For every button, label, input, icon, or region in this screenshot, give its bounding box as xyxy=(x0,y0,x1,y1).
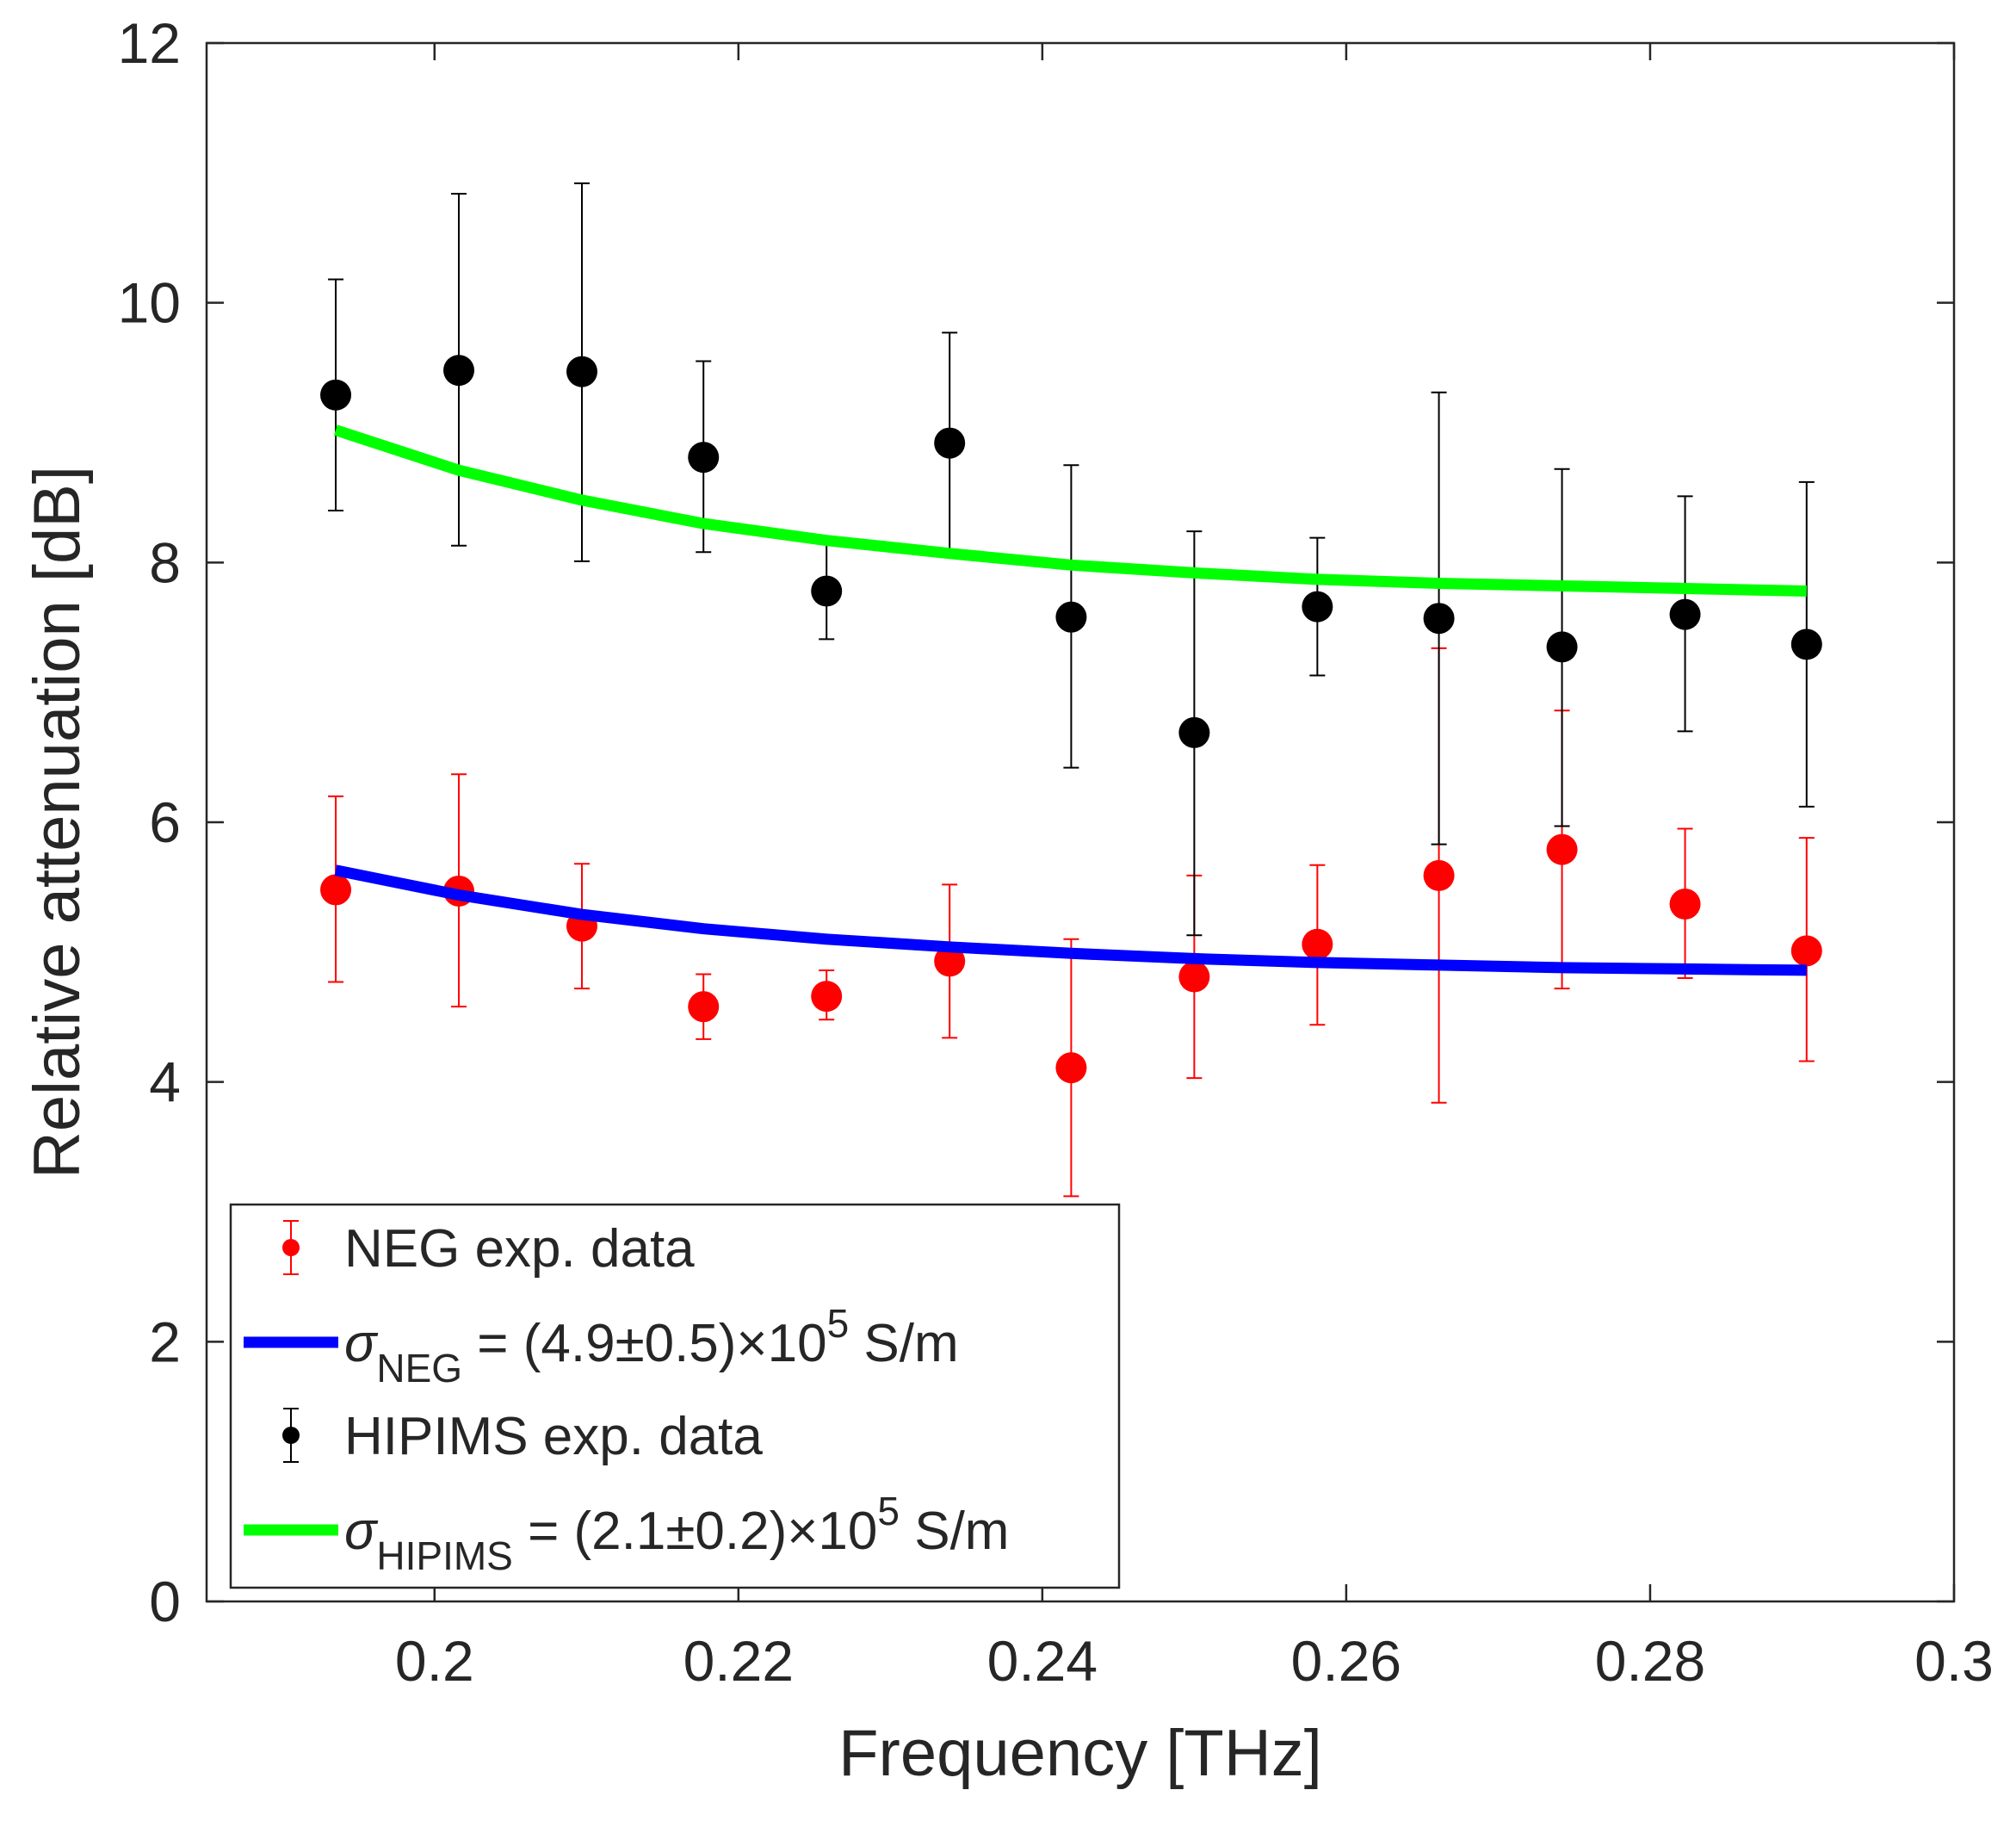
data-point xyxy=(811,575,843,607)
legend-entry-hipims-data: HIPIMS exp. data xyxy=(282,1407,763,1466)
data-point xyxy=(1790,629,1822,660)
data-point xyxy=(1302,928,1333,960)
data-point xyxy=(811,981,843,1013)
data-layer xyxy=(320,182,1822,1198)
data-point xyxy=(443,355,475,387)
y-tick-label: 2 xyxy=(149,1310,181,1373)
y-tick-label: 10 xyxy=(118,271,181,335)
y-tick-label: 8 xyxy=(149,530,181,594)
x-tick-label: 0.3 xyxy=(1914,1629,1994,1693)
legend-neg-data-label: NEG exp. data xyxy=(344,1219,695,1279)
data-point xyxy=(1423,859,1455,891)
data-point xyxy=(1178,961,1210,993)
data-point xyxy=(688,991,720,1023)
data-point xyxy=(1669,598,1701,630)
data-point xyxy=(1546,631,1578,663)
x-tick-label: 0.2 xyxy=(395,1629,474,1693)
y-tick-label: 6 xyxy=(149,790,181,854)
legend-entry-hipims-fit: σHIPIMS = (2.1±0.2)×105 S/m xyxy=(244,1489,1009,1578)
x-tick-label: 0.22 xyxy=(683,1629,794,1693)
data-point xyxy=(688,442,720,474)
series-1-points xyxy=(320,355,1822,748)
series-1-errorbars xyxy=(328,182,1815,937)
legend-neg-marker xyxy=(282,1239,300,1256)
legend-hipims-data-label: HIPIMS exp. data xyxy=(344,1407,763,1466)
data-point xyxy=(320,379,352,411)
axis-ticks: 0.2 0.22 0.24 0.26 0.28 0.3 0 2 4 6 8 10 12 xyxy=(118,11,1994,1693)
legend-box xyxy=(229,1203,1121,1589)
data-point xyxy=(566,356,598,387)
legend-entry-neg-data: NEG exp. data xyxy=(282,1219,695,1279)
data-point xyxy=(934,427,966,459)
fit-line-0 xyxy=(334,864,1807,976)
data-point xyxy=(1546,833,1578,865)
series-0-points xyxy=(320,833,1822,1084)
x-axis-label: Frequency [THz] xyxy=(838,1717,1322,1790)
legend-hipims-fit-label: σHIPIMS = (2.1±0.2)×105 S/m xyxy=(344,1489,1009,1578)
data-point xyxy=(1055,1052,1087,1084)
legend-entry-neg-fit: σNEG = (4.9±0.5)×105 S/m xyxy=(244,1301,959,1391)
legend-neg-fit-label: σNEG = (4.9±0.5)×105 S/m xyxy=(344,1301,959,1391)
data-point xyxy=(1423,603,1455,635)
data-point xyxy=(1669,889,1701,920)
data-point xyxy=(320,874,352,906)
legend: NEG exp. data σNEG = (4.9±0.5)×105 S/m H… xyxy=(229,1203,1121,1589)
data-point xyxy=(1178,716,1210,748)
y-tick-label: 12 xyxy=(118,11,181,75)
y-tick-label: 4 xyxy=(149,1050,181,1114)
legend-hipims-marker xyxy=(282,1427,300,1444)
y-tick-label: 0 xyxy=(149,1570,181,1633)
fit-line-1 xyxy=(333,424,1807,597)
data-point xyxy=(1055,601,1087,633)
data-point xyxy=(1790,935,1822,967)
x-tick-label: 0.26 xyxy=(1291,1629,1401,1693)
y-axis-label: Relative attenuation [dB] xyxy=(21,466,94,1179)
data-point xyxy=(934,945,966,977)
data-point xyxy=(1302,591,1333,622)
x-tick-label: 0.28 xyxy=(1595,1629,1705,1693)
x-tick-label: 0.24 xyxy=(987,1629,1098,1693)
